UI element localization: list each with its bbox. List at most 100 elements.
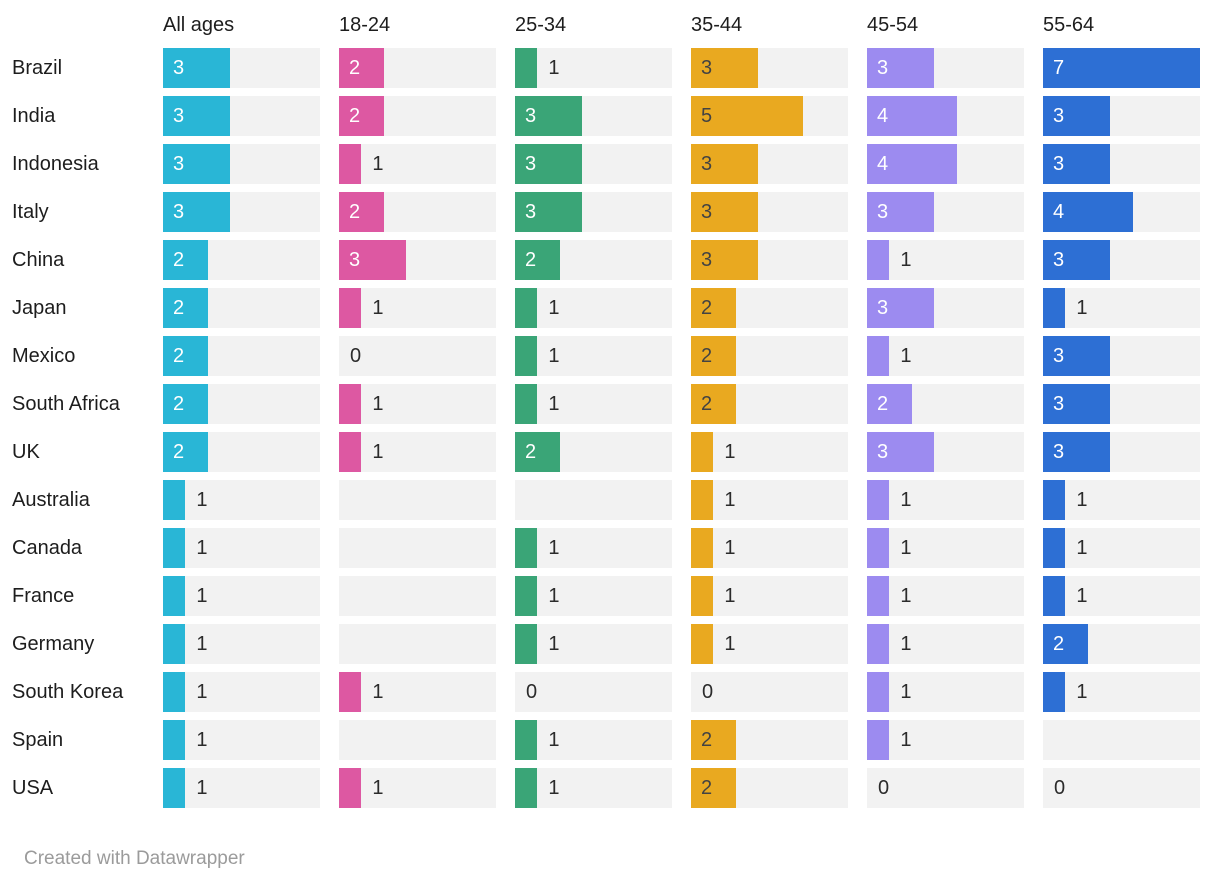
bar-track: 1	[339, 288, 496, 328]
bar	[867, 480, 890, 520]
row-label: Italy	[12, 200, 49, 223]
column-header-45-54: 45-54	[867, 14, 919, 36]
bar-track: 0	[1043, 768, 1200, 808]
bar-value-label: 1	[1076, 537, 1088, 559]
bar-track: 3	[1043, 336, 1200, 376]
bar-track: 3	[163, 96, 320, 136]
bar-value-label: 2	[1053, 633, 1065, 655]
bar-value-label: 1	[196, 681, 208, 703]
bar-track: 1	[163, 528, 320, 568]
bar-value-label: 1	[724, 537, 736, 559]
bar-track: 1	[691, 624, 848, 664]
bar	[867, 192, 935, 232]
bar-track: 1	[1043, 288, 1200, 328]
bar	[691, 96, 804, 136]
bar-track: 3	[1043, 432, 1200, 472]
bar-track: 1	[339, 432, 496, 472]
bar-track: 1	[867, 720, 1024, 760]
bar	[1043, 336, 1111, 376]
bar-track: 3	[1043, 96, 1200, 136]
bar-value-label: 1	[372, 153, 384, 175]
bar	[1043, 240, 1111, 280]
bar-track: 3	[691, 144, 848, 184]
bar-value-label: 1	[900, 249, 912, 271]
bar-value-label: 1	[724, 489, 736, 511]
bar	[1043, 96, 1111, 136]
bar	[339, 192, 384, 232]
bar-value-label: 2	[349, 57, 361, 79]
bar-value-label: 3	[1053, 105, 1065, 127]
bar-value-label: 3	[349, 249, 361, 271]
bar-value-label: 3	[701, 153, 713, 175]
row-label: Indonesia	[12, 152, 99, 175]
bar-track: 4	[867, 96, 1024, 136]
bar	[1043, 624, 1088, 664]
row-label: Canada	[12, 536, 83, 559]
bar-value-label: 1	[900, 537, 912, 559]
bar-value-label: 3	[1053, 393, 1065, 415]
bar-value-label: 5	[701, 105, 713, 127]
bar	[163, 48, 231, 88]
bar-track: 1	[1043, 528, 1200, 568]
bar	[1043, 576, 1066, 616]
bar-value-label: 1	[372, 681, 384, 703]
bar	[515, 288, 538, 328]
row-label: Spain	[12, 728, 64, 751]
bar-track: 2	[691, 720, 848, 760]
bar-track: 7	[1043, 48, 1200, 88]
bar-track: 0	[339, 336, 496, 376]
bar-track: 1	[691, 576, 848, 616]
bar-value-label: 2	[173, 249, 185, 271]
bar	[163, 576, 186, 616]
bar-value-label: 7	[1053, 57, 1065, 79]
bar-track: 1	[515, 48, 672, 88]
bar-value-label: 1	[548, 393, 560, 415]
bar	[339, 432, 362, 472]
bar-track: 1	[515, 336, 672, 376]
bar	[1043, 192, 1133, 232]
row-label: UK	[12, 440, 40, 463]
bar-value-label: 1	[372, 777, 384, 799]
bar-value-label: 2	[525, 441, 537, 463]
bar-value-label: 1	[548, 777, 560, 799]
bar	[339, 672, 362, 712]
bar-track: 2	[163, 384, 320, 424]
bar-value-label: 4	[1053, 201, 1065, 223]
bar	[867, 48, 935, 88]
bar	[691, 576, 714, 616]
bar-track: 1	[691, 528, 848, 568]
bar-track: 1	[163, 720, 320, 760]
bar-value-label: 3	[1053, 249, 1065, 271]
bar	[515, 768, 538, 808]
bar-track: 2	[691, 288, 848, 328]
bar	[867, 672, 890, 712]
bar	[1043, 384, 1111, 424]
bar-value-label: 2	[701, 297, 713, 319]
bar-value-label: 1	[548, 633, 560, 655]
bar	[691, 480, 714, 520]
bar-value-label: 1	[372, 393, 384, 415]
bar	[515, 624, 538, 664]
bar-track: 1	[515, 768, 672, 808]
bar-value-label: 1	[196, 777, 208, 799]
bar	[515, 144, 583, 184]
bar-track: 1	[163, 672, 320, 712]
bar-value-label: 3	[525, 153, 537, 175]
bar	[515, 48, 538, 88]
bar-value-label: 3	[173, 57, 185, 79]
bar-track: 2	[163, 336, 320, 376]
bar-value-label: 1	[548, 537, 560, 559]
bar-value-label: 2	[173, 345, 185, 367]
bar-track: 3	[1043, 144, 1200, 184]
bar-track: 2	[867, 384, 1024, 424]
bar-track: 5	[691, 96, 848, 136]
bar-value-label: 2	[701, 777, 713, 799]
bar-track: 2	[339, 192, 496, 232]
bar-track: 4	[1043, 192, 1200, 232]
bar-track: 3	[515, 192, 672, 232]
bar	[163, 624, 186, 664]
bar	[867, 384, 912, 424]
bar	[691, 336, 736, 376]
bar-track: 2	[515, 240, 672, 280]
